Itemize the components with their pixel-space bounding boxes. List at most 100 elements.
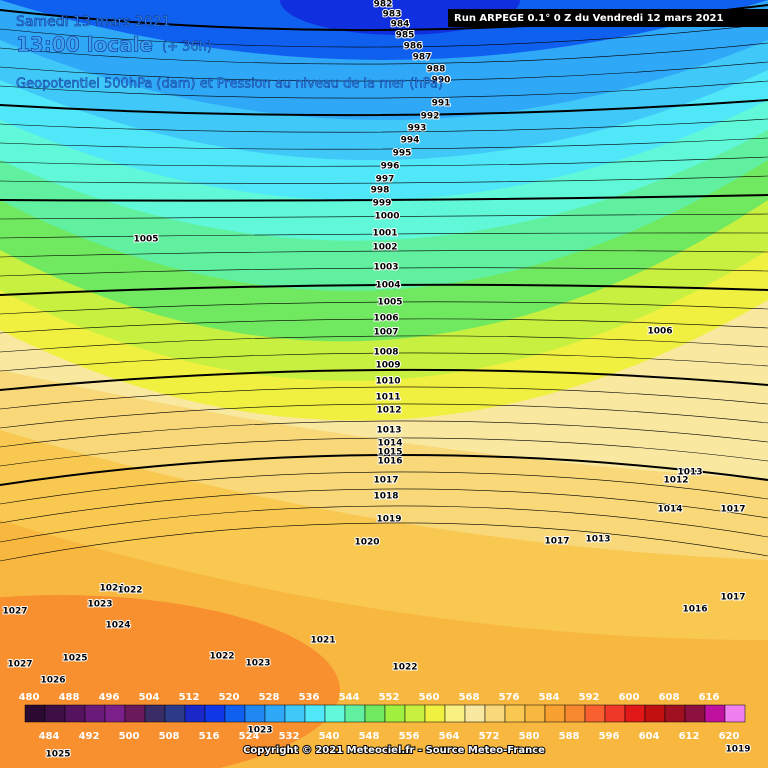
isobar-label: 993: [408, 124, 427, 134]
run-info: Run ARPEGE 0.1° 0 Z du Vendredi 12 mars …: [454, 13, 724, 24]
legend-label: 544: [339, 692, 360, 703]
copyright: Copyright © 2021 Meteociel.fr - Source M…: [243, 745, 545, 756]
isobar-label: 994: [401, 136, 420, 146]
isobar-label: 1027: [7, 660, 32, 670]
legend-label: 524: [239, 731, 260, 742]
isobar: [0, 61, 768, 82]
legend-label: 508: [159, 731, 180, 742]
isobar: [0, 42, 768, 65]
isobar-label: 1011: [375, 393, 400, 403]
isobar-label: 999: [373, 199, 392, 209]
legend-label: 540: [319, 731, 340, 742]
legend-swatch: [724, 704, 746, 723]
legend-label: 596: [599, 731, 620, 742]
isobar: [0, 250, 768, 258]
isobar-label: 1023: [87, 600, 112, 610]
isobar-label: 985: [396, 31, 415, 41]
isobar: [0, 23, 768, 48]
isobar: [0, 301, 768, 315]
legend-label: 604: [639, 731, 660, 742]
isobar-label: 988: [427, 65, 446, 75]
legend-label: 512: [179, 692, 200, 703]
isobar-label: 986: [404, 42, 423, 52]
isobar-label: 995: [393, 149, 412, 159]
isobar-label: 1020: [354, 538, 379, 548]
isobar-label: 1004: [375, 281, 400, 291]
legend-swatch: [704, 704, 726, 723]
isobar: [0, 118, 768, 133]
legend-label: 504: [139, 692, 160, 703]
legend-label: 520: [219, 692, 240, 703]
isobar-label: 1021: [310, 636, 335, 646]
isobar-label: 1017: [720, 593, 745, 603]
isobar-label: 1001: [372, 229, 397, 239]
warm-zone: [0, 595, 340, 772]
legend-label: 488: [59, 692, 80, 703]
isobar: [0, 267, 768, 277]
isobar-label: 1012: [663, 476, 688, 486]
isobar-label: 1016: [377, 457, 402, 467]
isobar-label: 1005: [377, 298, 402, 308]
isobar-label: 1022: [209, 652, 234, 662]
isobar-label: 1000: [374, 212, 399, 222]
legend-label: 548: [359, 731, 380, 742]
legend-label: 580: [519, 731, 540, 742]
isobar-label: 1018: [373, 492, 398, 502]
legend-swatch: [184, 704, 206, 723]
isobar-label: 1002: [372, 243, 397, 253]
isobar-label: 1014: [657, 505, 682, 515]
isobar: [0, 232, 768, 239]
isobar-label: 1013: [376, 426, 401, 436]
legend-label: 584: [539, 692, 560, 703]
isobar-label: 1009: [375, 361, 400, 371]
isobar-label: 1019: [376, 515, 401, 525]
isobar-label: 1015: [377, 448, 402, 458]
legend: 480 484 488 492 496 500 504 508 512 516 520 524 528 5…: [19, 692, 746, 742]
isobar-label: 1024: [99, 584, 124, 594]
legend-swatch: [484, 704, 506, 723]
legend-label: 612: [679, 731, 700, 742]
legend-swatch: [344, 704, 366, 723]
isobar-label: 996: [381, 162, 400, 172]
legend-swatch: [304, 704, 326, 723]
legend-label: 568: [459, 692, 480, 703]
isobar: [0, 453, 768, 486]
legend-swatch: [284, 704, 306, 723]
subtitle: Geopotentiel 500hPa (dam) et Pression au…: [16, 77, 443, 92]
isobar-label: 1017: [373, 476, 398, 486]
isobar-label: 1017: [544, 537, 569, 547]
isobar-label: 984: [391, 20, 410, 30]
isobar-label: 1007: [373, 328, 398, 338]
legend-swatch: [584, 704, 606, 723]
legend-label: 532: [279, 731, 300, 742]
isobar-label: 1022: [117, 586, 142, 596]
legend-swatch: [524, 704, 546, 723]
isobar-label: 987: [413, 53, 432, 63]
isobar-label: 1025: [62, 654, 87, 664]
isobar-label: 1008: [373, 348, 398, 358]
legend-swatch: [204, 704, 226, 723]
legend-label: 620: [719, 731, 740, 742]
legend-label: 608: [659, 692, 680, 703]
legend-swatch: [84, 704, 106, 723]
legend-swatch: [404, 704, 426, 723]
time: 13:00 locale: [16, 33, 153, 57]
isobar: [0, 352, 768, 372]
isobar-label: 1006: [373, 314, 398, 324]
isobar-label: 1026: [40, 676, 65, 686]
legend-label: 556: [399, 731, 420, 742]
legend-swatch: [504, 704, 526, 723]
isobar-label: 1027: [2, 607, 27, 617]
legend-swatch: [164, 704, 186, 723]
legend-swatch: [444, 704, 466, 723]
legend-label: 500: [119, 731, 140, 742]
legend-label: 480: [19, 692, 40, 703]
legend-swatch: [684, 704, 706, 723]
isobar-label: 1024: [105, 621, 130, 631]
legend-label: 552: [379, 692, 400, 703]
legend-label: 616: [699, 692, 720, 703]
legend-swatch: [564, 704, 586, 723]
isobar: [0, 318, 768, 334]
